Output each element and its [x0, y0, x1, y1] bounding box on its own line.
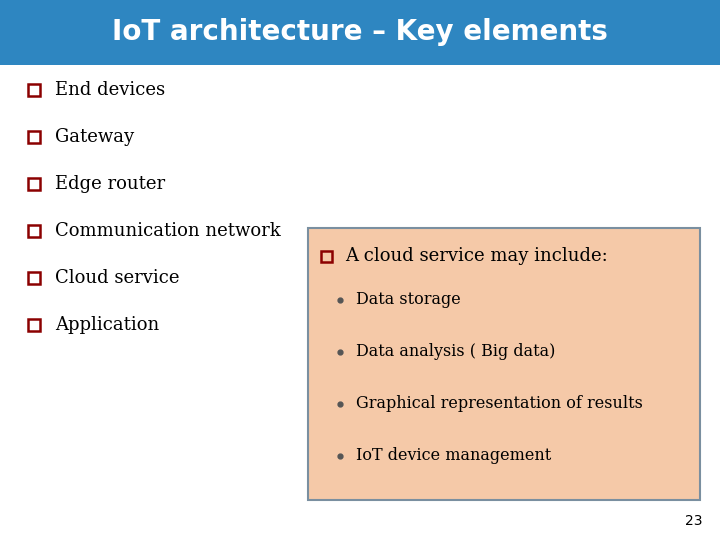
Bar: [28, 319, 40, 331]
Bar: [28, 225, 40, 237]
Text: Gateway: Gateway: [55, 128, 134, 146]
Text: Edge router: Edge router: [55, 175, 165, 193]
Text: Data storage: Data storage: [356, 292, 461, 308]
Text: End devices: End devices: [55, 81, 165, 99]
Bar: [28, 84, 40, 96]
Bar: [28, 131, 40, 143]
Bar: [321, 251, 332, 261]
Text: A cloud service may include:: A cloud service may include:: [345, 247, 608, 265]
Text: IoT architecture – Key elements: IoT architecture – Key elements: [112, 18, 608, 46]
Bar: [0, 0, 720, 65]
Text: Communication network: Communication network: [55, 222, 281, 240]
Text: Application: Application: [55, 316, 159, 334]
Bar: [28, 272, 40, 284]
Text: 23: 23: [685, 514, 702, 528]
Text: Cloud service: Cloud service: [55, 269, 179, 287]
Text: IoT device management: IoT device management: [356, 448, 552, 464]
Text: Data analysis ( Big data): Data analysis ( Big data): [356, 343, 555, 361]
Bar: [28, 178, 40, 190]
Text: Graphical representation of results: Graphical representation of results: [356, 395, 643, 413]
Bar: [308, 228, 700, 500]
